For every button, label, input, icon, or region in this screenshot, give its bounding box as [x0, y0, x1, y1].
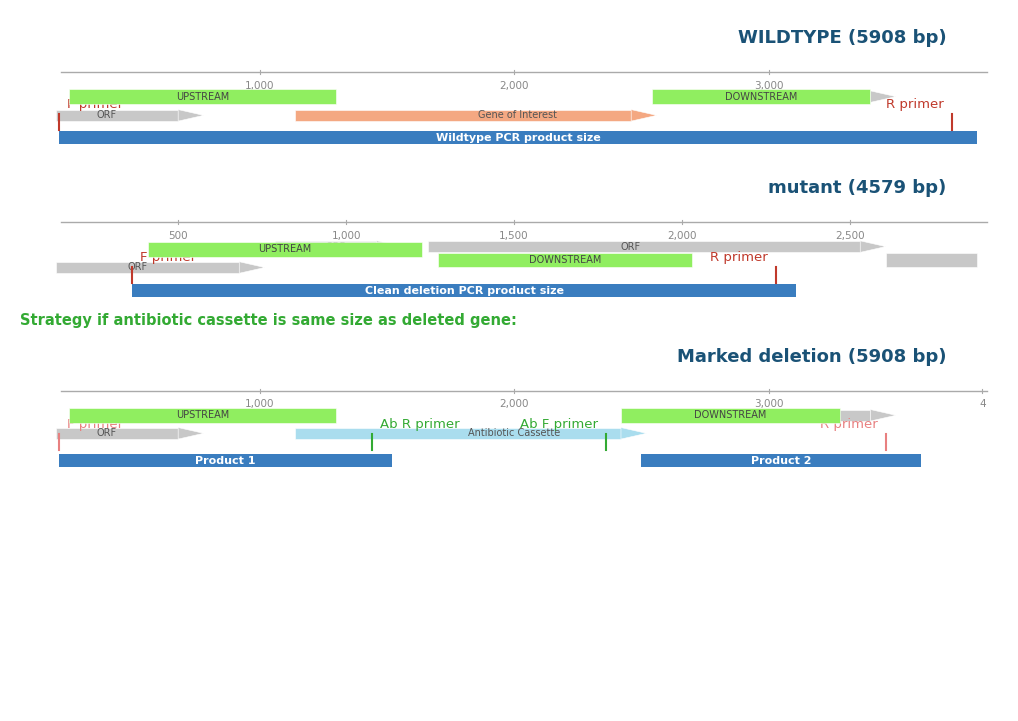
Text: 2,000: 2,000 — [500, 81, 528, 91]
Text: mutant (4579 bp): mutant (4579 bp) — [769, 179, 947, 197]
Text: 1,000: 1,000 — [332, 231, 360, 241]
Text: UPSTREAM: UPSTREAM — [259, 244, 312, 255]
Text: ORF: ORF — [326, 242, 346, 252]
Text: F primer: F primer — [67, 98, 123, 111]
Polygon shape — [377, 241, 402, 252]
Bar — [59, 131, 977, 144]
Text: R primer: R primer — [819, 418, 878, 431]
Text: 3,000: 3,000 — [754, 81, 783, 91]
Bar — [886, 253, 977, 267]
Text: R primer: R primer — [710, 251, 768, 264]
Text: Clean deletion PCR product size: Clean deletion PCR product size — [364, 286, 564, 296]
Text: DOWNSTREAM: DOWNSTREAM — [725, 92, 797, 102]
Text: ORF: ORF — [97, 110, 117, 120]
Text: ORF: ORF — [774, 92, 794, 102]
Polygon shape — [860, 241, 886, 252]
Text: 500: 500 — [168, 231, 188, 241]
Text: WILDTYPE (5908 bp): WILDTYPE (5908 bp) — [738, 29, 947, 47]
Text: 1,000: 1,000 — [245, 81, 274, 91]
Text: Product 1: Product 1 — [195, 456, 256, 466]
Text: ORF: ORF — [97, 428, 117, 438]
Bar — [295, 428, 621, 439]
Polygon shape — [178, 428, 204, 439]
Text: ORF: ORF — [743, 410, 764, 420]
Text: R primer: R primer — [886, 98, 944, 111]
Text: 3,000: 3,000 — [754, 399, 783, 410]
Bar — [199, 410, 310, 421]
Bar — [56, 428, 178, 439]
Text: 2,000: 2,000 — [500, 399, 528, 410]
Text: DOWNSTREAM: DOWNSTREAM — [528, 255, 602, 265]
Bar — [132, 284, 796, 297]
Bar — [56, 262, 239, 273]
Polygon shape — [310, 91, 336, 102]
Bar — [621, 408, 840, 423]
Text: UPSTREAM: UPSTREAM — [176, 410, 229, 420]
Text: 2,000: 2,000 — [668, 231, 696, 241]
Polygon shape — [870, 410, 896, 421]
Bar — [682, 91, 870, 102]
Bar — [641, 454, 921, 467]
Bar — [295, 110, 631, 121]
Polygon shape — [310, 410, 336, 421]
Polygon shape — [631, 110, 657, 121]
Bar — [428, 241, 860, 252]
Text: Strategy if antibiotic cassette is same size as deleted gene:: Strategy if antibiotic cassette is same … — [20, 313, 517, 328]
Bar — [59, 454, 392, 467]
Text: Marked deletion (5908 bp): Marked deletion (5908 bp) — [677, 348, 947, 366]
Text: Product 2: Product 2 — [751, 456, 811, 466]
Text: ORF: ORF — [621, 242, 641, 252]
Text: F primer: F primer — [140, 251, 196, 264]
Text: DOWNSTREAM: DOWNSTREAM — [694, 410, 767, 420]
Text: 1,500: 1,500 — [499, 231, 529, 241]
Polygon shape — [621, 428, 646, 439]
Polygon shape — [239, 262, 265, 273]
Text: Ab R primer: Ab R primer — [380, 418, 459, 431]
Bar — [438, 253, 692, 267]
Bar — [641, 410, 870, 421]
Text: 4: 4 — [979, 399, 985, 410]
Text: Ab F primer: Ab F primer — [519, 418, 598, 431]
Text: F primer: F primer — [67, 418, 123, 431]
Bar — [69, 408, 336, 423]
Bar — [69, 89, 336, 104]
Text: ORF: ORF — [127, 262, 148, 273]
Text: Wildtype PCR product size: Wildtype PCR product size — [436, 133, 601, 143]
Bar — [199, 91, 310, 102]
Bar — [275, 241, 377, 252]
Text: UPSTREAM: UPSTREAM — [176, 92, 229, 102]
Polygon shape — [870, 91, 896, 102]
Text: Gene of Interest: Gene of Interest — [478, 110, 558, 120]
Bar — [56, 110, 178, 121]
Bar — [652, 89, 870, 104]
Text: ORF: ORF — [239, 92, 260, 102]
Polygon shape — [178, 110, 204, 121]
Text: 1,000: 1,000 — [245, 399, 274, 410]
Text: Antibiotic Cassette: Antibiotic Cassette — [468, 428, 561, 438]
Text: ORF: ORF — [239, 410, 260, 420]
Bar — [148, 242, 422, 257]
Text: 2,500: 2,500 — [835, 231, 865, 241]
